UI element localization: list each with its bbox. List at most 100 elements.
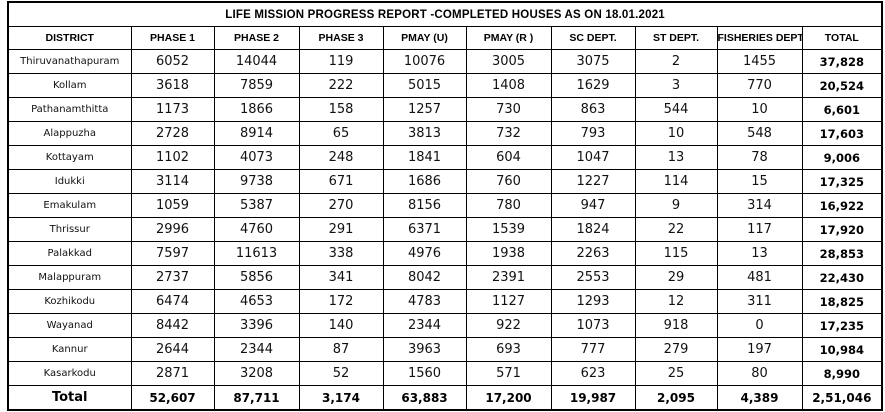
value-cell: 15 — [716, 169, 803, 194]
value-cell: 117 — [716, 217, 803, 242]
value-cell: 0 — [716, 313, 803, 338]
value-cell: 481 — [716, 265, 803, 290]
value-cell: 2644 — [130, 337, 215, 362]
value-cell: 6052 — [130, 49, 215, 74]
table-row: Kasarkodu 2871 3208 52 1560 571 623 25 80 8,990 — [7, 361, 883, 386]
value-cell: 2737 — [130, 265, 215, 290]
column-total-cell: 87,711 — [213, 385, 300, 411]
row-total-cell: 8,990 — [801, 361, 883, 386]
value-cell: 87 — [298, 337, 384, 362]
value-cell: 3396 — [213, 313, 300, 338]
value-cell: 730 — [465, 97, 552, 122]
district-cell: Emakulam — [7, 193, 132, 218]
value-cell: 311 — [716, 289, 803, 314]
row-total-cell: 28,853 — [801, 241, 883, 266]
value-cell: 2996 — [130, 217, 215, 242]
row-total-cell: 20,524 — [801, 73, 883, 98]
value-cell: 10 — [716, 97, 803, 122]
value-cell: 3963 — [382, 337, 467, 362]
row-total-cell: 9,006 — [801, 145, 883, 170]
value-cell: 65 — [298, 121, 384, 146]
value-cell: 9738 — [213, 169, 300, 194]
value-cell: 1102 — [130, 145, 215, 170]
district-cell: Kottayam — [7, 145, 132, 170]
value-cell: 1938 — [465, 241, 552, 266]
value-cell: 197 — [716, 337, 803, 362]
value-cell: 119 — [298, 49, 384, 74]
value-cell: 1257 — [382, 97, 467, 122]
row-total-cell: 10,984 — [801, 337, 883, 362]
value-cell: 279 — [634, 337, 718, 362]
value-cell: 1047 — [550, 145, 636, 170]
value-cell: 571 — [465, 361, 552, 386]
value-cell: 4976 — [382, 241, 467, 266]
district-cell: Alappuzha — [7, 121, 132, 146]
value-cell: 2344 — [213, 337, 300, 362]
district-cell: Kannur — [7, 337, 132, 362]
table-row: Kottayam 1102 4073 248 1841 604 1047 13 78 9,006 — [7, 145, 883, 170]
value-cell: 8156 — [382, 193, 467, 218]
column-header-fisheries-dept: FISHERIES DEPT — [716, 26, 803, 50]
value-cell: 25 — [634, 361, 718, 386]
district-cell: Kozhikodu — [7, 289, 132, 314]
value-cell: 52 — [298, 361, 384, 386]
value-cell: 140 — [298, 313, 384, 338]
value-cell: 158 — [298, 97, 384, 122]
value-cell: 548 — [716, 121, 803, 146]
value-cell: 341 — [298, 265, 384, 290]
value-cell: 80 — [716, 361, 803, 386]
value-cell: 29 — [634, 265, 718, 290]
table-row: Thrissur 2996 4760 291 6371 1539 1824 22 117 17,9… — [7, 217, 883, 242]
value-cell: 1629 — [550, 73, 636, 98]
value-cell: 770 — [716, 73, 803, 98]
value-cell: 3 — [634, 73, 718, 98]
report-title: LIFE MISSION PROGRESS REPORT -COMPLETED … — [7, 1, 883, 27]
table-row: Emakulam 1059 5387 270 8156 780 947 9 314 16,922 — [7, 193, 883, 218]
value-cell: 922 — [465, 313, 552, 338]
value-cell: 291 — [298, 217, 384, 242]
grand-total-row: Total 52,607 87,711 3,174 63,883 17,200 19,987… — [7, 385, 883, 411]
value-cell: 6474 — [130, 289, 215, 314]
value-cell: 777 — [550, 337, 636, 362]
value-cell: 4073 — [213, 145, 300, 170]
district-cell: Malappuram — [7, 265, 132, 290]
value-cell: 5015 — [382, 73, 467, 98]
value-cell: 760 — [465, 169, 552, 194]
value-cell: 3813 — [382, 121, 467, 146]
district-cell: Thiruvanathapuram — [7, 49, 132, 74]
value-cell: 1293 — [550, 289, 636, 314]
value-cell: 1686 — [382, 169, 467, 194]
value-cell: 544 — [634, 97, 718, 122]
value-cell: 1841 — [382, 145, 467, 170]
value-cell: 947 — [550, 193, 636, 218]
table-row: Pathanamthitta 1173 1866 158 1257 730 863 544 10… — [7, 97, 883, 122]
value-cell: 14044 — [213, 49, 300, 74]
column-total-cell: 52,607 — [130, 385, 215, 411]
value-cell: 2728 — [130, 121, 215, 146]
value-cell: 11613 — [213, 241, 300, 266]
table-row: Malappuram 2737 5856 341 8042 2391 2553 29 481 22… — [7, 265, 883, 290]
table-row: Palakkad 7597 11613 338 4976 1938 2263 115 13 28,… — [7, 241, 883, 266]
value-cell: 9 — [634, 193, 718, 218]
district-cell: Kasarkodu — [7, 361, 132, 386]
value-cell: 3075 — [550, 49, 636, 74]
table-row: Idukki 3114 9738 671 1686 760 1227 114 15 17,325 — [7, 169, 883, 194]
value-cell: 1824 — [550, 217, 636, 242]
table-row: Wayanad 8442 3396 140 2344 922 1073 918 0 17,235 — [7, 313, 883, 338]
value-cell: 314 — [716, 193, 803, 218]
value-cell: 78 — [716, 145, 803, 170]
value-cell: 732 — [465, 121, 552, 146]
column-total-cell: 3,174 — [298, 385, 384, 411]
value-cell: 2871 — [130, 361, 215, 386]
value-cell: 7597 — [130, 241, 215, 266]
column-header-pmay-u: PMAY (U) — [382, 26, 467, 50]
column-header-phase-3: PHASE 3 — [298, 26, 384, 50]
value-cell: 8442 — [130, 313, 215, 338]
value-cell: 1560 — [382, 361, 467, 386]
column-total-cell: 2,095 — [634, 385, 718, 411]
row-total-cell: 22,430 — [801, 265, 883, 290]
value-cell: 2344 — [382, 313, 467, 338]
title-row: LIFE MISSION PROGRESS REPORT -COMPLETED … — [7, 1, 883, 27]
value-cell: 3005 — [465, 49, 552, 74]
